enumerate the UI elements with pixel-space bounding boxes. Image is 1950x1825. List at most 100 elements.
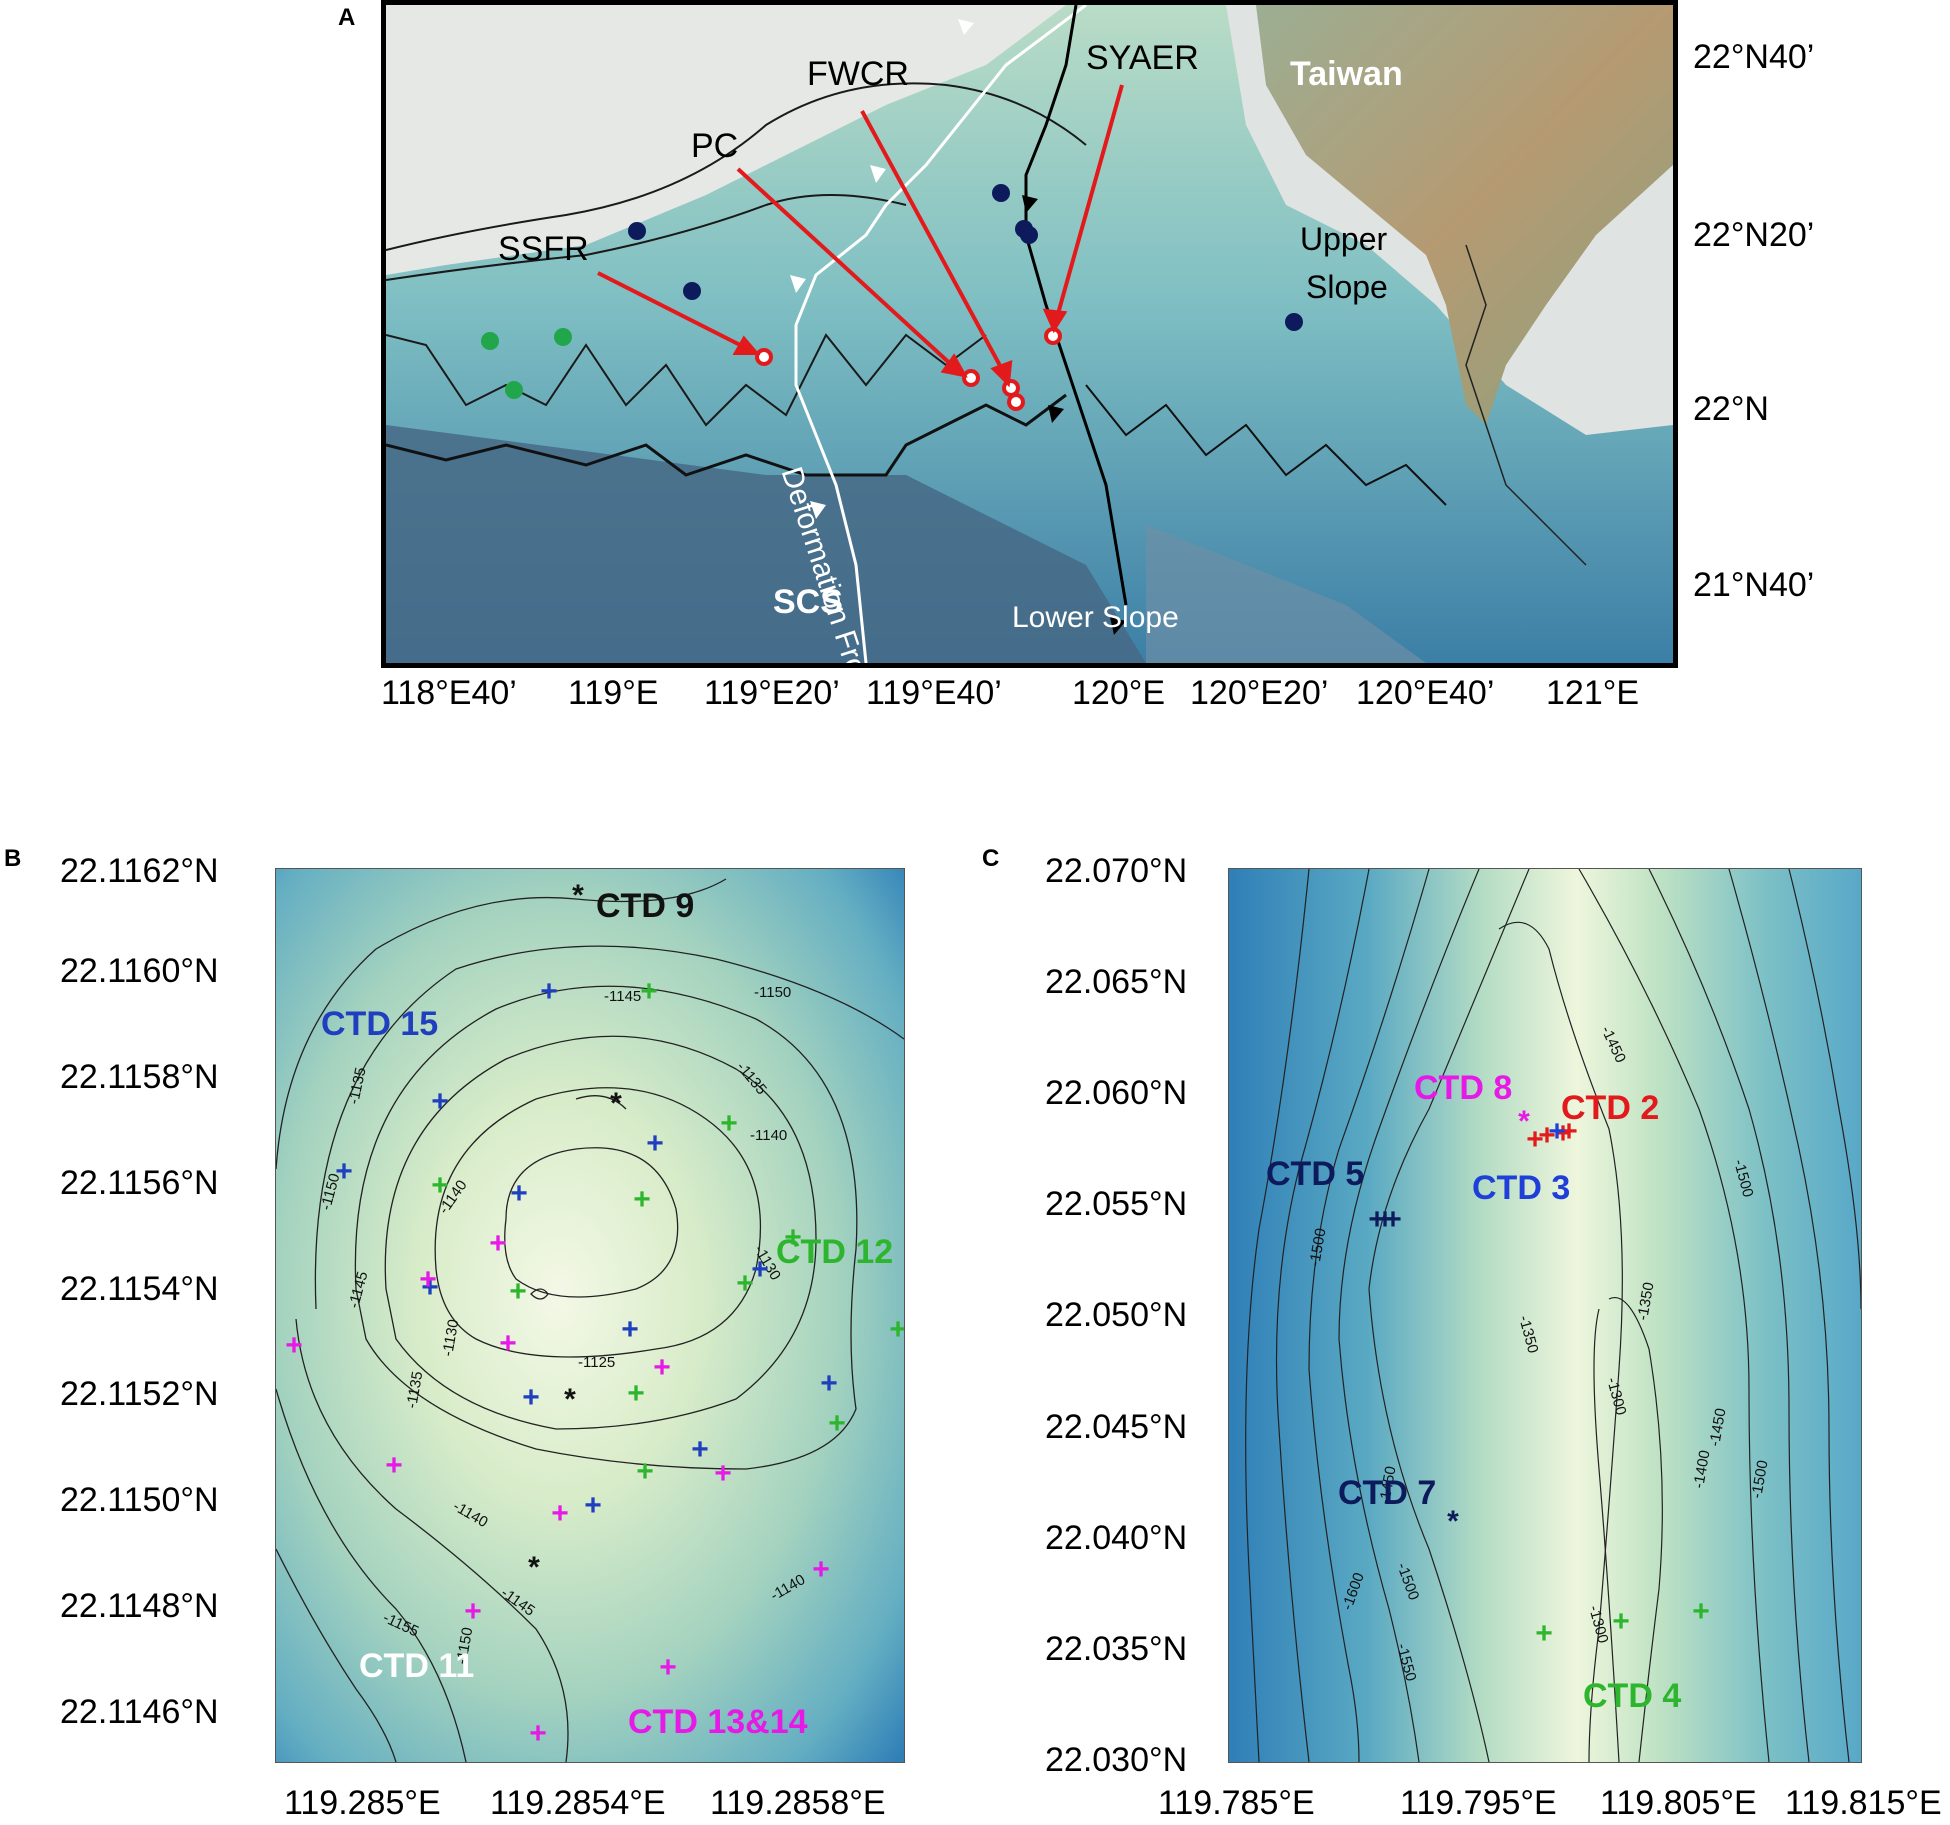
ctd-marker-green: + <box>640 975 658 1008</box>
ctd-marker-green: + <box>627 1377 645 1410</box>
ctd-marker-magenta: + <box>653 1351 671 1384</box>
ctd-marker-navy: * <box>1447 1505 1459 1538</box>
navy-station <box>683 282 701 300</box>
panel-a-map-svg <box>386 5 1673 663</box>
label-ctd4: CTD 4 <box>1583 1677 1682 1715</box>
panel-a-lon-tick: 119°E40’ <box>866 674 1002 712</box>
bathymetry-shading <box>276 869 904 1762</box>
panel-c-map-svg: -1450 -1500 -1500 -1350 -1350 -1300 -145… <box>1229 869 1861 1762</box>
arrow-pc-head <box>940 353 968 378</box>
deformation-front-tooth-1 <box>958 19 974 35</box>
ctd-marker-green: + <box>509 1275 527 1308</box>
slope-contour <box>1465 244 1587 566</box>
ctd-marker-group: + + + + + + + + * * + + + <box>1368 1105 1710 1650</box>
label-upper-slope-2: Slope <box>1306 269 1388 305</box>
panel-c-lat-tick: 22.055°N <box>1045 1185 1188 1223</box>
panel-c-lon-tick: 119.795°E <box>1400 1784 1557 1822</box>
contour-label: -1500 <box>1748 1459 1771 1500</box>
panel-b-lat-tick: 22.1158°N <box>60 1058 219 1096</box>
ctd-marker-magenta: + <box>714 1457 732 1490</box>
contour-inner-1300b <box>1593 1308 1620 1762</box>
contour-lines <box>276 878 904 1762</box>
navy-station <box>992 184 1010 202</box>
panel-b-lat-tick: 22.1160°N <box>60 952 219 990</box>
panel-c-lon-tick: 119.815°E <box>1785 1784 1942 1822</box>
arrow-syaer-head <box>1042 308 1068 334</box>
contour-west-3 <box>1308 869 1430 1762</box>
contour-lines <box>1245 869 1861 1762</box>
panel-b-lat-tick: 22.1152°N <box>60 1375 219 1413</box>
label-ctd9: CTD 9 <box>596 887 695 925</box>
ctd-marker-magenta: + <box>659 1651 677 1684</box>
ctd-marker-red: + <box>1538 1119 1556 1152</box>
panel-a-lon-tick: 119°E <box>568 674 659 712</box>
label-ctd1314: CTD 13&14 <box>628 1703 808 1741</box>
ctd-marker-green: + <box>828 1407 846 1440</box>
arrow-fwcr-head <box>990 359 1013 388</box>
contour-west-2 <box>1338 869 1480 1762</box>
ctd-marker-green: + <box>784 1221 802 1254</box>
label-ssfr: SSFR <box>498 230 589 268</box>
site-marker-fwcr <box>1007 393 1025 411</box>
ctd-marker-green: + <box>1535 1617 1553 1650</box>
deformation-front-tooth-3 <box>790 275 806 293</box>
panel-b-lat-tick: 22.1156°N <box>60 1164 219 1202</box>
ctd-marker-green: + <box>636 1455 654 1488</box>
panel-a-lon-tick: 118°E40’ <box>381 674 517 712</box>
panel-c-map: -1450 -1500 -1500 -1350 -1350 -1300 -145… <box>1228 868 1862 1763</box>
panel-c-lat-tick: 22.050°N <box>1045 1296 1188 1334</box>
panel-c-lat-tick: 22.045°N <box>1045 1408 1188 1446</box>
contour-east-4 <box>1788 869 1861 1310</box>
contour-west-5 <box>1245 869 1310 1762</box>
ctd-marker-magenta: + <box>812 1553 830 1586</box>
ctd-marker-blue: + <box>335 1155 353 1188</box>
ctd-marker-green: + <box>1612 1605 1630 1638</box>
contour-east-3 <box>1728 869 1850 1762</box>
ctd-marker-blue: + <box>510 1177 528 1210</box>
label-ctd2: CTD 2 <box>1561 1089 1660 1127</box>
panel-c-lat-tick: 22.070°N <box>1045 852 1188 890</box>
ctd-marker-magenta: * <box>1518 1105 1530 1138</box>
contour-label: -1145 <box>604 988 641 1005</box>
label-taiwan: Taiwan <box>1290 55 1403 93</box>
contour-1140 <box>354 985 858 1470</box>
contour-east-1 <box>1578 869 1770 1762</box>
contour-1150 <box>276 878 727 1170</box>
label-ctd7: CTD 7 <box>1338 1474 1437 1512</box>
panel-b-lat-tick: 22.1154°N <box>60 1270 219 1308</box>
panel-c-letter: C <box>982 845 1000 872</box>
label-syaer: SYAER <box>1086 39 1199 77</box>
ctd-marker-magenta: + <box>551 1497 569 1530</box>
contour-west-1 <box>1368 869 1530 1762</box>
canyon-contour-2 <box>386 393 1067 477</box>
ctd-marker-blue: + <box>584 1489 602 1522</box>
navy-station <box>628 222 646 240</box>
panel-b-lon-tick: 119.2854°E <box>490 1784 666 1822</box>
ctd-marker-navy: + <box>1384 1203 1402 1236</box>
label-fwcr: FWCR <box>807 55 909 93</box>
panel-a-lat-tick: 22°N20’ <box>1693 216 1815 254</box>
label-ctd11: CTD 11 <box>359 1647 475 1685</box>
contour-label: -1140 <box>750 1127 787 1144</box>
panel-c-lon-tick: 119.805°E <box>1600 1784 1757 1822</box>
panel-c-lon-tick: 119.785°E <box>1158 1784 1315 1822</box>
contour-label: -1450 <box>1376 1465 1399 1506</box>
contour-1145 <box>314 945 904 1310</box>
ctd-marker-magenta: + <box>385 1449 403 1482</box>
thrust-tooth-1 <box>1022 195 1038 213</box>
ctd-marker-blue: + <box>431 1085 449 1118</box>
ctd-marker-red: + <box>1554 1117 1572 1150</box>
deformation-front-line <box>794 5 1087 663</box>
label-lower-slope: Lower Slope <box>1012 601 1179 634</box>
ctd-marker-blue: + <box>646 1127 664 1160</box>
ctd-marker-magenta: + <box>499 1327 517 1360</box>
arrow-syaer <box>1054 84 1124 322</box>
panel-c-lat-tick: 22.035°N <box>1045 1630 1188 1668</box>
lower-slope-area <box>1146 525 1426 663</box>
navy-station <box>1285 313 1303 331</box>
label-scs: SCS <box>773 583 843 621</box>
panel-c-lat-tick: 22.065°N <box>1045 963 1188 1001</box>
contour-label: -1450 <box>1706 1407 1729 1448</box>
ctd-marker-green: + <box>431 1169 449 1202</box>
label-ctd3: CTD 3 <box>1472 1169 1571 1207</box>
